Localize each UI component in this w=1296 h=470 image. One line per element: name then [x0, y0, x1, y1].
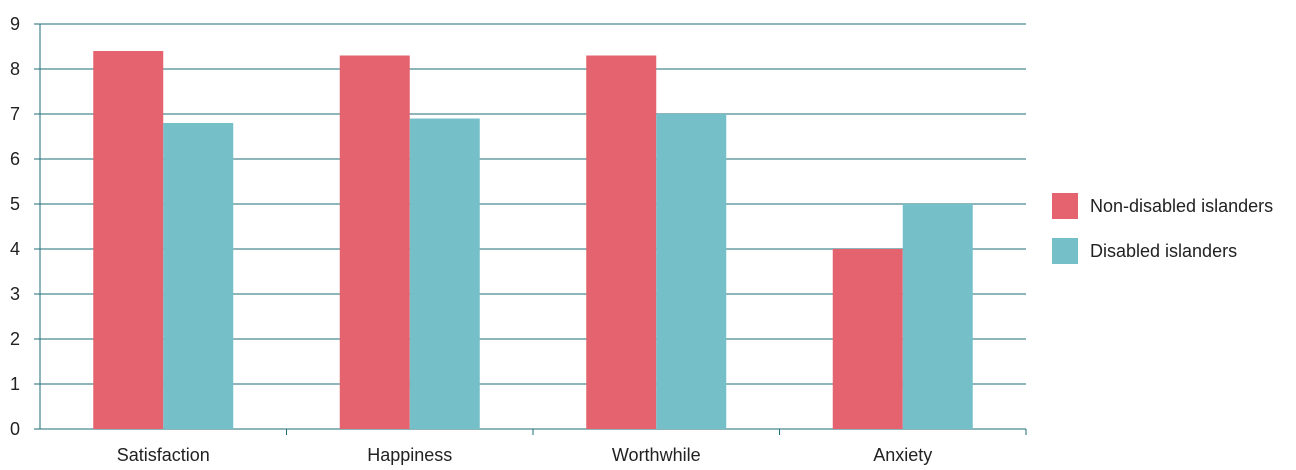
y-tick-label-4: 4 — [10, 239, 20, 259]
bar-anxiety-series-0 — [832, 249, 903, 429]
y-tick-label-6: 6 — [10, 149, 20, 169]
y-tick-label-8: 8 — [10, 59, 20, 79]
legend-swatch-non-disabled — [1052, 193, 1078, 219]
y-tick-label-5: 5 — [10, 194, 20, 214]
y-tick-label-3: 3 — [10, 284, 20, 304]
x-tick-label-happiness: Happiness — [367, 445, 452, 465]
bar-satisfaction-series-1 — [163, 123, 234, 429]
legend-label-disabled: Disabled islanders — [1090, 240, 1238, 261]
bar-worthwhile-series-0 — [586, 55, 657, 429]
legend-item-non-disabled: Non-disabled islanders — [1052, 192, 1273, 220]
y-tick-label-9: 9 — [10, 14, 20, 34]
x-tick-label-worthwhile: Worthwhile — [612, 445, 701, 465]
legend-swatch-disabled — [1052, 238, 1078, 264]
y-tick-label-0: 0 — [10, 419, 20, 439]
x-tick-label-satisfaction: Satisfaction — [117, 445, 210, 465]
y-tick-label-2: 2 — [10, 329, 20, 349]
bar-anxiety-series-1 — [902, 204, 973, 429]
legend-item-disabled: Disabled islanders — [1052, 237, 1273, 265]
bar-happiness-series-1 — [409, 118, 480, 429]
bar-happiness-series-0 — [339, 55, 410, 429]
y-tick-label-1: 1 — [10, 374, 20, 394]
y-tick-label-7: 7 — [10, 104, 20, 124]
legend: Non-disabled islanders Disabled islander… — [1052, 192, 1273, 282]
legend-label-non-disabled: Non-disabled islanders — [1090, 195, 1274, 216]
bar-satisfaction-series-0 — [93, 51, 164, 429]
x-tick-label-anxiety: Anxiety — [873, 445, 932, 465]
bar-worthwhile-series-1 — [656, 114, 727, 429]
